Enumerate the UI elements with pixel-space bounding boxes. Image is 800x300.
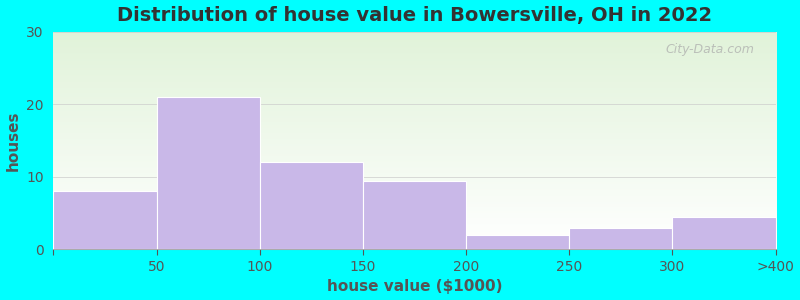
Bar — [363, 181, 466, 250]
Bar — [260, 162, 363, 250]
X-axis label: house value ($1000): house value ($1000) — [326, 279, 502, 294]
Bar — [54, 191, 157, 250]
Text: City-Data.com: City-Data.com — [665, 43, 754, 56]
Title: Distribution of house value in Bowersville, OH in 2022: Distribution of house value in Bowersvil… — [117, 6, 712, 25]
Y-axis label: houses: houses — [6, 110, 21, 171]
Bar — [672, 217, 775, 250]
Bar — [570, 228, 672, 250]
Bar — [466, 235, 570, 250]
Bar — [157, 97, 260, 250]
